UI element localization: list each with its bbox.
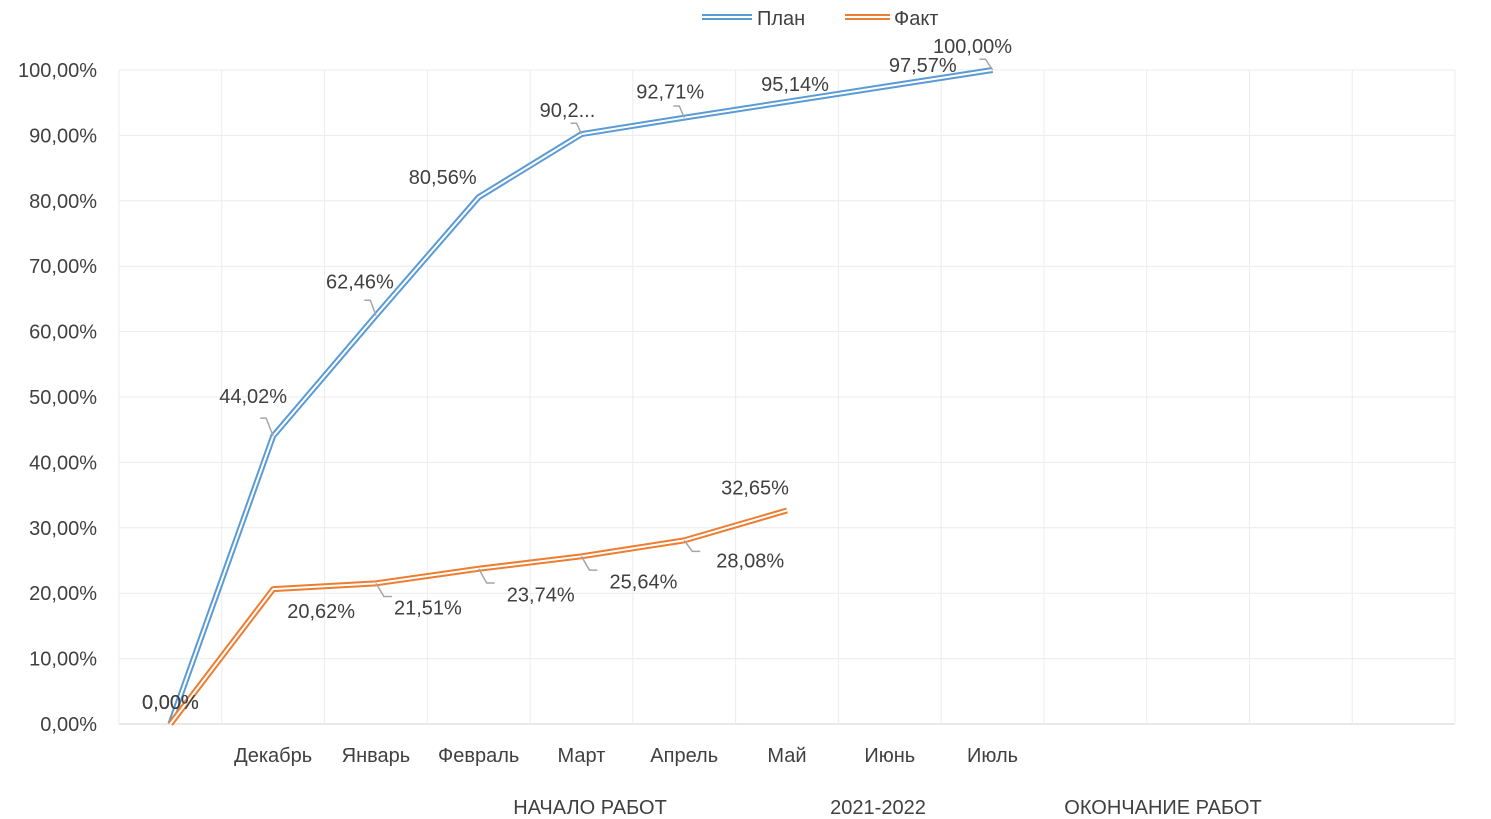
data-label-plan: 62,46% <box>326 272 394 294</box>
data-label-plan: 92,71% <box>636 82 704 104</box>
legend-item-fact: Факт <box>845 8 938 30</box>
x-tick-label: Июнь <box>864 745 915 767</box>
y-tick-label: 60,00% <box>29 322 97 344</box>
x-tick-label: Май <box>767 745 806 767</box>
series-line-fact <box>167 507 788 726</box>
y-tick-label: 10,00% <box>29 649 97 671</box>
leader-line <box>260 417 274 437</box>
leader-line <box>364 299 377 316</box>
legend-label-fact: Факт <box>894 8 938 30</box>
x-tick-label: Январь <box>342 745 411 767</box>
y-tick-label: 70,00% <box>29 256 97 278</box>
legend-item-plan: План <box>702 8 805 30</box>
data-label-plan: 44,02% <box>219 386 287 408</box>
data-label-plan: 95,14% <box>761 74 829 96</box>
y-axis-ticks: 0,00% 10,00% 20,00% 30,00% 40,00% 50,00% 60,00… <box>18 60 97 736</box>
leader-line <box>570 122 583 135</box>
y-tick-label: 20,00% <box>29 583 97 605</box>
x-axis-ticks: Декабрь Январь Февраль Март Апрель Май Июнь Июл… <box>234 745 1018 767</box>
data-label-plan: 90,2... <box>540 100 596 122</box>
data-label-fact: 23,74% <box>507 585 575 607</box>
y-tick-label: 0,00% <box>40 714 97 736</box>
y-tick-label: 90,00% <box>29 125 97 147</box>
start-title: НАЧАЛО РАБОТ <box>513 797 667 819</box>
data-labels: 0,00% 44,02% 62,46% 80,56% 90,2... 92,71% 95,1… <box>142 36 1012 714</box>
leader-line <box>673 105 685 118</box>
y-tick-label: 100,00% <box>18 60 97 82</box>
x-tick-label: Февраль <box>438 745 519 767</box>
period-title: 2021-2022 <box>830 797 926 819</box>
y-tick-label: 30,00% <box>29 518 97 540</box>
data-label-plan: 80,56% <box>409 167 477 189</box>
data-label-plan: 97,57% <box>889 55 957 77</box>
leader-line <box>580 555 598 571</box>
gridlines <box>118 69 1456 725</box>
y-tick-label: 50,00% <box>29 387 97 409</box>
end-title: ОКОНЧАНИЕ РАБОТ <box>1064 797 1261 819</box>
bottom-titles: НАЧАЛО РАБОТ 2021-2022 ОКОНЧАНИЕ РАБОТ <box>513 797 1261 819</box>
data-label-plan: 0,00% <box>142 692 199 714</box>
data-label-fact: 0,00% <box>142 692 199 714</box>
leader-line <box>375 582 392 598</box>
series-line-outer <box>167 507 788 726</box>
x-tick-label: Декабрь <box>234 745 312 767</box>
data-label-fact: 20,62% <box>287 601 355 623</box>
x-tick-label: Март <box>558 745 606 767</box>
leader-line <box>478 568 495 584</box>
legend-label-plan: План <box>757 8 805 30</box>
data-label-fact: 28,08% <box>716 550 784 572</box>
data-label-fact: 32,65% <box>721 477 789 499</box>
x-tick-label: Апрель <box>650 745 718 767</box>
data-label-fact: 25,64% <box>610 571 678 593</box>
leader-line <box>683 539 701 553</box>
data-label-plan: 100,00% <box>933 36 1012 58</box>
legend: План Факт <box>702 8 938 30</box>
data-label-fact: 21,51% <box>394 597 462 619</box>
leader-line <box>979 58 994 71</box>
y-tick-label: 80,00% <box>29 191 97 213</box>
y-tick-label: 40,00% <box>29 452 97 474</box>
x-tick-label: Июль <box>967 745 1018 767</box>
series-line-inner <box>169 509 788 725</box>
